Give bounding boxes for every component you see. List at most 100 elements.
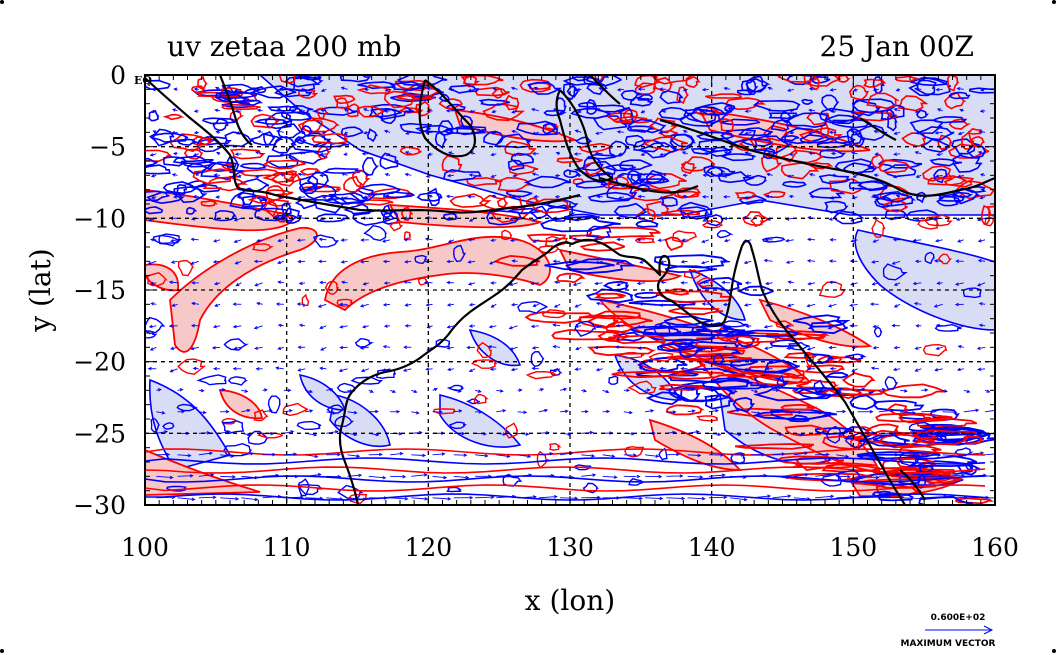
wind-vector	[595, 324, 603, 329]
wind-vector	[936, 152, 943, 157]
wind-vector	[745, 174, 752, 178]
negative-contour	[680, 379, 768, 391]
wind-vector	[150, 174, 157, 178]
negative-contour	[223, 442, 253, 457]
negative-contour	[196, 374, 227, 386]
wind-vector	[262, 494, 282, 499]
wind-vector	[340, 238, 348, 242]
wind-vector	[666, 496, 686, 501]
wind-vector	[871, 260, 879, 264]
wind-vector	[190, 260, 199, 265]
positive-contour	[660, 209, 701, 216]
negative-contour	[247, 430, 269, 445]
wind-vector	[977, 239, 986, 243]
negative-contour	[382, 191, 415, 199]
wind-vector	[893, 345, 901, 350]
wind-vector	[475, 410, 483, 414]
wind-vector	[254, 150, 263, 155]
wind-vector	[233, 239, 242, 244]
wind-vector	[872, 324, 879, 329]
wind-vector	[828, 130, 837, 135]
wind-vector	[638, 129, 646, 134]
positive-contour	[652, 75, 693, 85]
negative-contour	[821, 94, 840, 113]
negative-contour	[320, 167, 363, 174]
wind-vector	[682, 129, 688, 134]
wind-vector	[448, 130, 454, 134]
wind-vector	[320, 346, 327, 351]
wind-vector	[895, 88, 901, 92]
wind-vector	[150, 237, 157, 242]
wind-vector	[942, 454, 964, 458]
negative-contour	[221, 101, 255, 109]
negative-contour	[953, 187, 981, 205]
negative-contour	[920, 138, 950, 153]
wind-vector	[193, 87, 199, 91]
wind-vector	[426, 87, 433, 91]
negative-contour	[562, 76, 601, 86]
wind-vector	[809, 194, 816, 199]
wind-vector	[730, 453, 745, 457]
negative-contour	[738, 195, 767, 205]
wind-vector	[878, 473, 901, 477]
wind-vector	[319, 173, 327, 178]
wind-vector	[305, 496, 324, 501]
wind-vector	[156, 452, 171, 457]
positive-contour	[901, 132, 927, 148]
wind-vector	[404, 324, 412, 328]
positive-contour	[897, 95, 929, 112]
wind-vector	[857, 409, 874, 414]
wind-vector	[636, 281, 646, 286]
wind-vector	[744, 151, 752, 155]
wind-vector	[913, 87, 922, 91]
wind-vector	[432, 452, 446, 456]
wind-vector	[552, 323, 561, 327]
wind-vector	[368, 496, 388, 500]
wind-vector	[390, 409, 401, 414]
negative-contour	[528, 205, 549, 219]
negative-contour	[713, 353, 725, 364]
wind-vector	[215, 151, 221, 156]
wind-vector	[253, 259, 263, 264]
wind-vector	[935, 174, 943, 178]
positive-contour	[146, 272, 168, 287]
philippines-coastline	[589, 75, 621, 105]
wind-vector	[666, 474, 684, 478]
wind-vector	[404, 172, 412, 177]
negative-contour	[223, 338, 249, 351]
negative-contour	[288, 104, 314, 116]
negative-contour	[717, 327, 751, 338]
positive-contour	[593, 310, 642, 320]
wind-vector	[448, 151, 454, 155]
wind-vector	[581, 473, 597, 477]
positive-contour	[823, 387, 862, 400]
wind-vector	[623, 410, 633, 415]
negative-contour	[619, 106, 634, 126]
wind-vector	[359, 303, 369, 308]
wind-vector	[343, 152, 348, 156]
wind-vector	[615, 323, 624, 328]
wind-vector	[956, 367, 964, 372]
x-tick-label: 150	[829, 533, 877, 562]
wind-vector	[602, 389, 610, 394]
positive-contour	[837, 75, 851, 83]
positive-contour	[597, 329, 630, 342]
wind-vector	[509, 346, 518, 351]
wind-vector	[213, 239, 221, 243]
negative-contour	[801, 98, 814, 106]
wind-vector	[156, 495, 176, 500]
wind-vector	[723, 368, 731, 373]
negative-contour	[357, 81, 397, 90]
wind-vector	[617, 152, 624, 156]
x-tick-label: 100	[121, 533, 169, 562]
positive-contour	[251, 243, 275, 252]
positive-contour	[818, 281, 847, 299]
lat-lon-grid	[145, 75, 995, 505]
wind-vector	[701, 346, 709, 351]
wind-vector	[171, 173, 178, 177]
wind-vector	[743, 260, 752, 265]
wind-vector	[220, 409, 230, 414]
negative-contour	[442, 212, 458, 221]
wind-vector	[446, 280, 454, 285]
wind-vector	[326, 430, 339, 434]
